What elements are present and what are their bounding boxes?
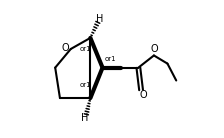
Text: or1: or1 [80,82,91,87]
Text: O: O [150,44,158,54]
Text: or1: or1 [80,46,91,52]
Text: O: O [139,90,147,100]
Text: H: H [96,14,103,24]
Text: O: O [62,43,69,53]
Text: H: H [81,113,88,123]
Text: or1: or1 [105,56,116,62]
